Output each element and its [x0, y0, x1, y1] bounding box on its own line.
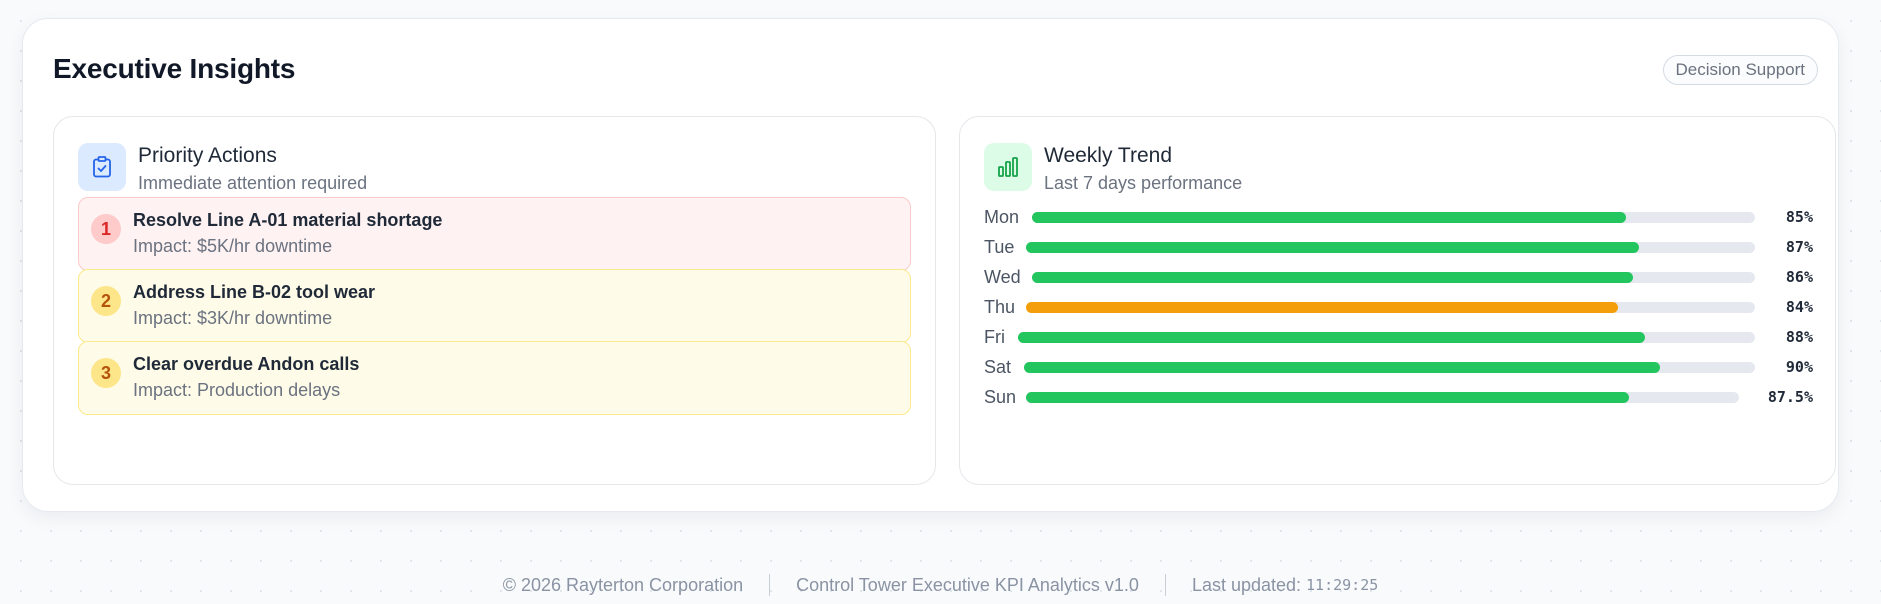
last-updated-label: Last updated: — [1191, 574, 1302, 595]
day-label: Tue — [984, 237, 1015, 257]
day-label: Wed — [984, 267, 1021, 287]
priority-action-item[interactable]: 3 Clear overdue Andon calls Impact: Prod… — [78, 341, 911, 415]
percent-value: 85% — [1785, 208, 1813, 226]
progress-fill — [1026, 302, 1618, 313]
weekly-trend-header: Weekly Trend Last 7 days performance — [1044, 143, 1242, 196]
day-label: Mon — [984, 207, 1020, 227]
progress-fill — [1032, 212, 1626, 223]
action-title: Clear overdue Andon calls — [133, 354, 360, 374]
trend-row-mon: Mon 85% — [984, 205, 1813, 229]
clipboard-check-icon — [78, 143, 126, 191]
progress-track — [1026, 392, 1739, 403]
page-footer: © 2026 Rayterton Corporation Control Tow… — [0, 574, 1881, 596]
percent-value: 87% — [1785, 238, 1813, 256]
percent-value: 84% — [1785, 298, 1813, 316]
progress-track — [1026, 302, 1755, 313]
progress-track — [1024, 362, 1755, 373]
trend-row-tue: Tue 87% — [984, 235, 1813, 259]
day-label: Fri — [984, 327, 1005, 347]
trend-row-thu: Thu 84% — [984, 295, 1813, 319]
percent-value: 86% — [1785, 268, 1813, 286]
panel-subtitle: Last 7 days performance — [1044, 173, 1243, 193]
priority-action-item[interactable]: 2 Address Line B-02 tool wear Impact: $3… — [78, 269, 911, 343]
day-label: Sat — [984, 357, 1012, 377]
last-updated-time: 11:29:25 — [1306, 576, 1379, 594]
panel-title: Weekly Trend — [1044, 144, 1172, 167]
action-impact: Impact: Production delays — [133, 380, 341, 400]
weekly-trend-panel: Weekly Trend Last 7 days performance Mon… — [959, 116, 1836, 485]
percent-value: 87.5% — [1767, 388, 1813, 406]
percent-value: 88% — [1785, 328, 1813, 346]
trend-row-fri: Fri 88% — [984, 325, 1813, 349]
panel-subtitle: Immediate attention required — [138, 173, 368, 193]
priority-number-badge: 2 — [91, 286, 121, 316]
priority-number-badge: 1 — [91, 214, 121, 244]
trend-row-sat: Sat 90% — [984, 355, 1813, 379]
priority-action-item[interactable]: 1 Resolve Line A-01 material shortage Im… — [78, 197, 911, 271]
trend-row-wed: Wed 86% — [984, 265, 1813, 289]
progress-track — [1026, 242, 1755, 253]
decision-support-badge: Decision Support — [1662, 55, 1818, 85]
executive-insights-card: Executive Insights Decision Support Prio… — [22, 18, 1839, 512]
progress-track — [1018, 332, 1755, 343]
percent-value: 90% — [1785, 358, 1813, 376]
priority-actions-header: Priority Actions Immediate attention req… — [138, 143, 367, 196]
day-label: Sun — [984, 387, 1017, 407]
footer-divider — [1164, 574, 1166, 596]
product-version-text: Control Tower Executive KPI Analytics v1… — [796, 574, 1139, 595]
progress-fill — [1026, 242, 1639, 253]
progress-fill — [1026, 392, 1629, 403]
priority-actions-panel: Priority Actions Immediate attention req… — [53, 116, 936, 485]
trend-row-sun: Sun 87.5% — [984, 385, 1813, 409]
progress-fill — [1024, 362, 1660, 373]
priority-number-badge: 3 — [91, 358, 121, 388]
action-title: Address Line B-02 tool wear — [133, 282, 376, 302]
progress-fill — [1032, 272, 1633, 283]
footer-divider — [769, 574, 771, 596]
progress-track — [1032, 212, 1755, 223]
action-impact: Impact: $3K/hr downtime — [133, 308, 333, 328]
day-label: Thu — [984, 297, 1016, 317]
card-title: Executive Insights — [53, 53, 296, 84]
action-impact: Impact: $5K/hr downtime — [133, 236, 333, 256]
copyright-text: © 2026 Rayterton Corporation — [502, 574, 744, 595]
bar-chart-icon — [984, 143, 1032, 191]
panel-title: Priority Actions — [138, 144, 277, 167]
progress-fill — [1018, 332, 1645, 343]
action-title: Resolve Line A-01 material shortage — [133, 210, 443, 230]
progress-track — [1032, 272, 1755, 283]
